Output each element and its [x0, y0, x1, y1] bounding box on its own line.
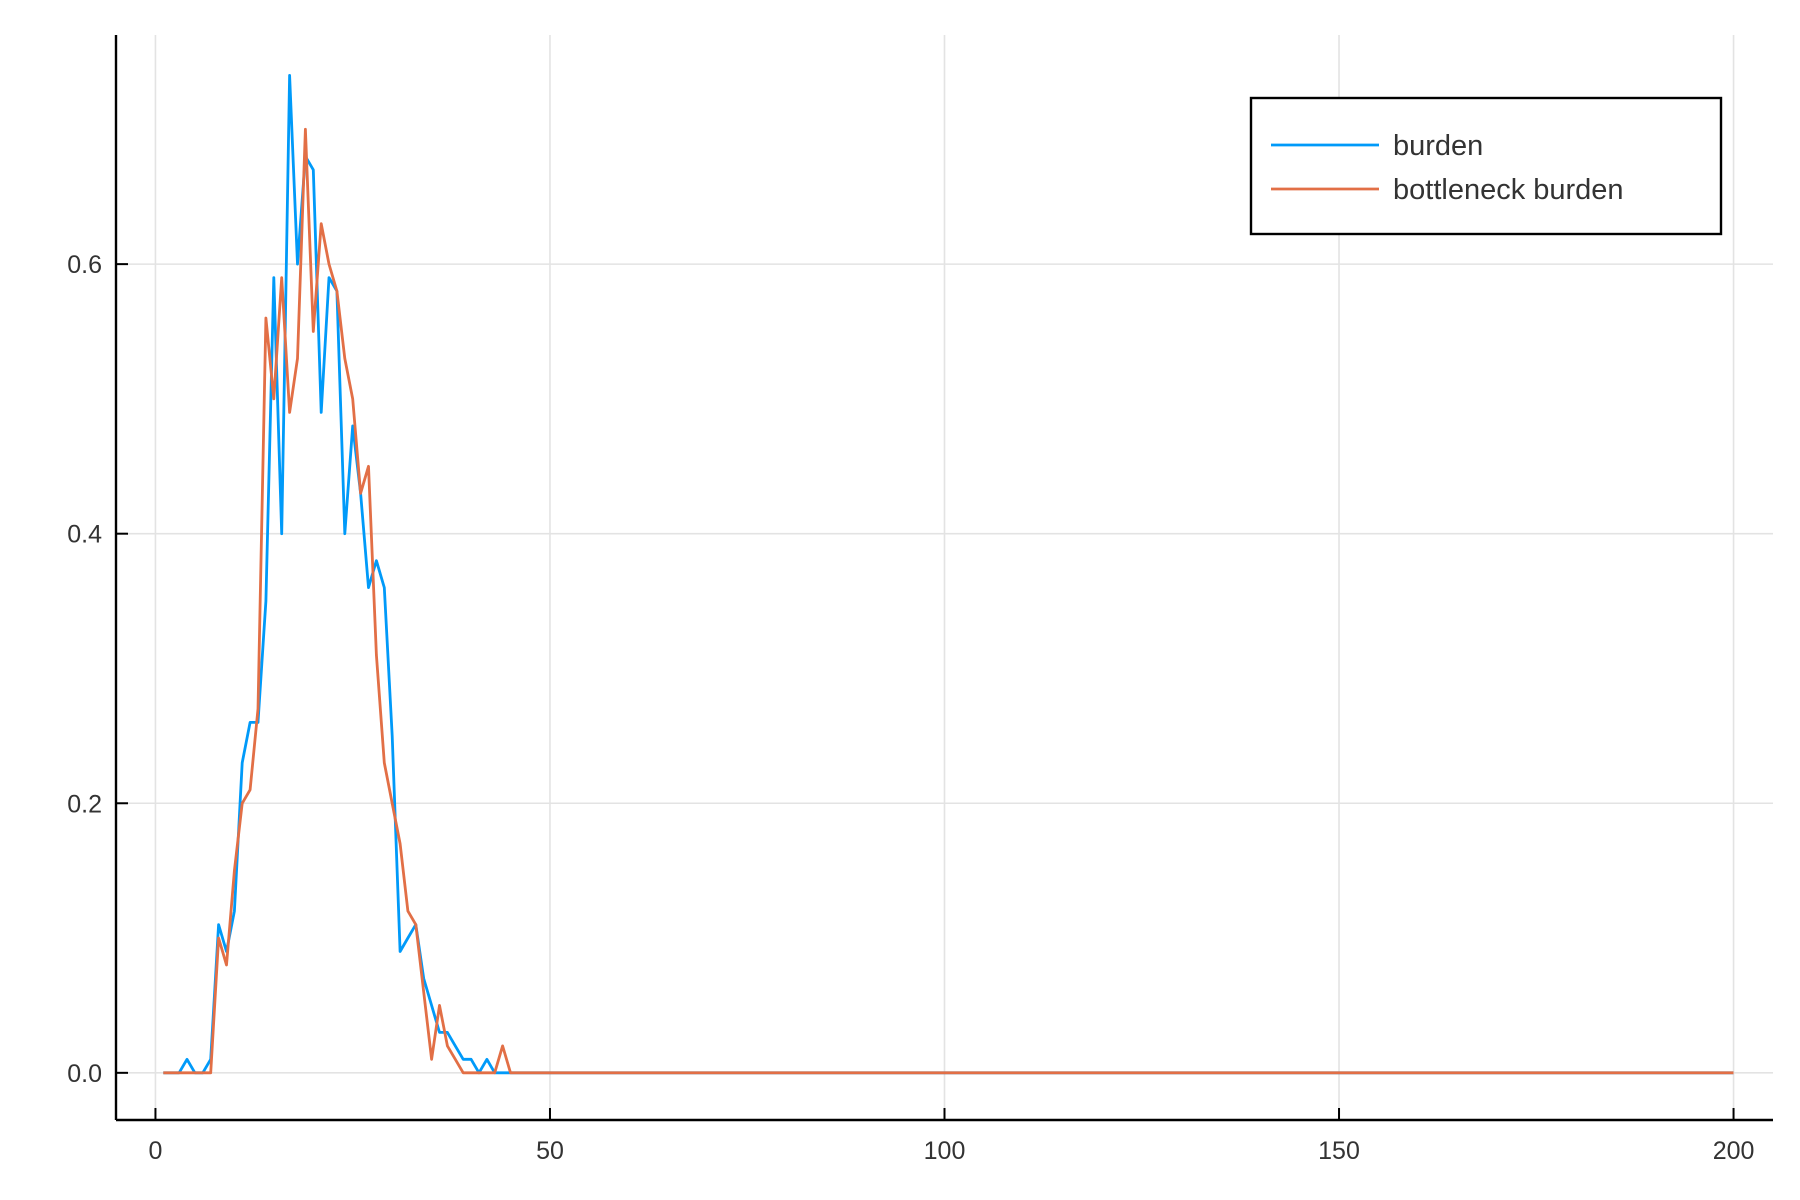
y-tick-label: 0.2	[67, 790, 102, 818]
y-tick-label: 0.4	[67, 521, 102, 549]
x-tick-label: 0	[148, 1137, 162, 1165]
x-tick-label: 200	[1713, 1137, 1755, 1165]
x-tick-label: 150	[1318, 1137, 1360, 1165]
series-line-bottleneck-burden	[163, 127, 1734, 1075]
x-tick-label: 50	[536, 1137, 564, 1165]
y-tick-label: 0.0	[67, 1060, 102, 1088]
y-tick-label: 0.6	[67, 251, 102, 279]
legend: burden bottleneck burden	[1249, 96, 1723, 236]
legend-box	[1249, 96, 1723, 236]
x-tick-label: 100	[924, 1137, 966, 1165]
legend-label-bottleneck-burden: bottleneck burden	[1393, 174, 1624, 206]
series-lines	[163, 74, 1734, 1075]
tick-labels: 0 50 100 150 200 0.0 0.2 0.4 0.6	[67, 251, 1754, 1165]
legend-label-burden: burden	[1393, 130, 1483, 162]
